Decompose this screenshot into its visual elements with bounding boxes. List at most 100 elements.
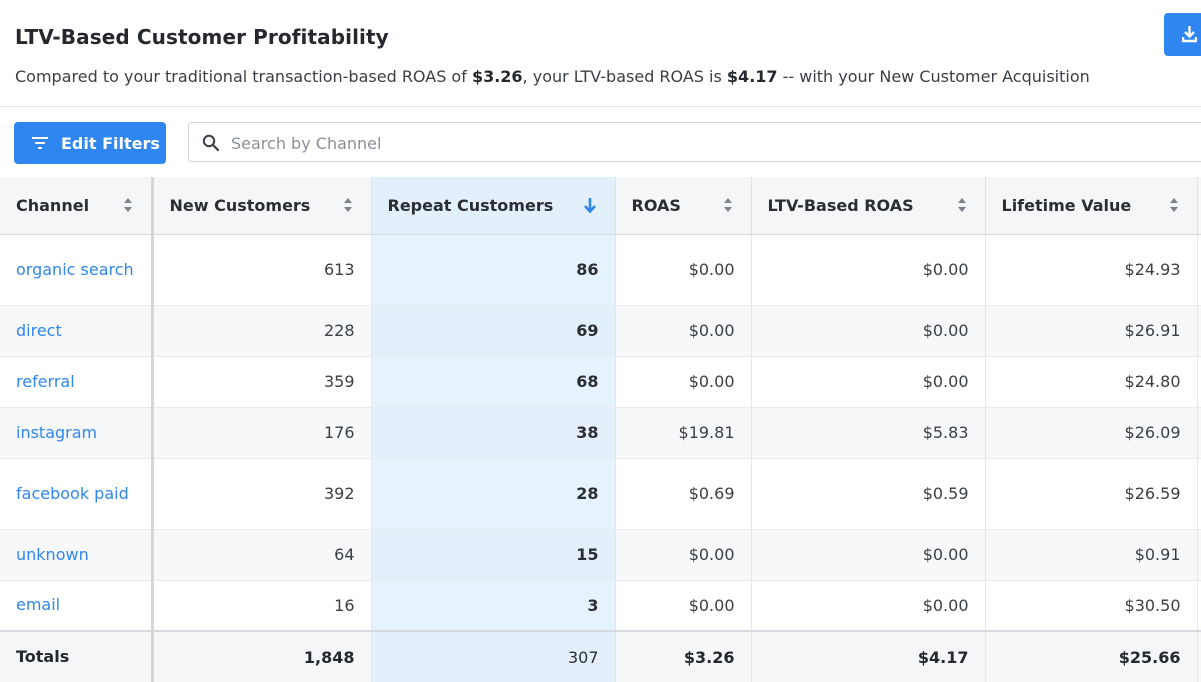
- lifetime-value-cell: $24.80: [985, 356, 1198, 408]
- roas-cell: $0.00: [615, 234, 752, 306]
- roas-cell: $0.69: [615, 458, 752, 530]
- table-row: direct 228 69 $0.00 $0.00 $26.91: [0, 305, 1201, 357]
- repeat-customers-cell: 69: [371, 305, 616, 357]
- channel-link[interactable]: referral: [16, 371, 75, 391]
- transaction-roas-value: $3.26: [471, 67, 523, 86]
- search-icon: [202, 134, 220, 152]
- search-box[interactable]: [188, 122, 1201, 162]
- channel-cell: facebook paid: [0, 458, 154, 530]
- total-repeat-customers: 307: [371, 630, 616, 682]
- ltv-roas-cell: $0.00: [751, 529, 986, 581]
- channel-cell: direct: [0, 305, 154, 357]
- column-header-overflow: [1197, 177, 1201, 235]
- new-customers-cell: 16: [152, 580, 372, 632]
- table-row: instagram 176 38 $19.81 $5.83 $26.09: [0, 407, 1201, 459]
- repeat-customers-cell: 86: [371, 234, 616, 306]
- channel-cell: organic search: [0, 234, 154, 306]
- summary-text-start: Compared to your traditional transaction…: [15, 67, 472, 86]
- total-ltv-roas: $4.17: [751, 630, 986, 682]
- table-row: facebook paid 392 28 $0.69 $0.59 $26.59: [0, 458, 1201, 530]
- table-header-row: Channel New Customers Repeat Customers: [0, 177, 1201, 235]
- roas-summary: Compared to your traditional transaction…: [15, 67, 1090, 86]
- ltv-roas-cell: $0.59: [751, 458, 986, 530]
- sort-icon: [723, 198, 732, 212]
- lifetime-value-cell: $26.59: [985, 458, 1198, 530]
- overflow-cell: [1197, 458, 1201, 530]
- column-header-label: Channel: [16, 195, 90, 215]
- column-header-ltv-roas[interactable]: LTV-Based ROAS: [751, 177, 986, 235]
- total-new-customers: 1,848: [152, 630, 372, 682]
- ltv-roas-cell: $0.00: [751, 580, 986, 632]
- repeat-customers-cell: 15: [371, 529, 616, 581]
- new-customers-cell: 176: [152, 407, 372, 459]
- download-icon: [1182, 26, 1197, 43]
- column-header-label: LTV-Based ROAS: [767, 195, 914, 215]
- sort-icon: [1169, 198, 1178, 212]
- search-input[interactable]: [229, 130, 1133, 156]
- column-header-label: ROAS: [631, 195, 681, 215]
- repeat-customers-cell: 38: [371, 407, 616, 459]
- repeat-customers-cell: 68: [371, 356, 616, 408]
- ltv-roas-cell: $0.00: [751, 305, 986, 357]
- overflow-cell: [1197, 356, 1201, 408]
- table-row: unknown 64 15 $0.00 $0.00 $0.91: [0, 529, 1201, 581]
- channel-link[interactable]: email: [16, 595, 61, 615]
- repeat-customers-cell: 28: [371, 458, 616, 530]
- roas-cell: $0.00: [615, 305, 752, 357]
- column-header-label: Lifetime Value: [1001, 195, 1132, 215]
- ltv-roas-cell: $0.00: [751, 356, 986, 408]
- roas-cell: $0.00: [615, 356, 752, 408]
- channel-cell: unknown: [0, 529, 154, 581]
- channel-link[interactable]: organic search: [16, 259, 134, 279]
- channel-link[interactable]: unknown: [16, 544, 89, 564]
- new-customers-cell: 64: [152, 529, 372, 581]
- sort-icon: [957, 198, 966, 212]
- table-row: referral 359 68 $0.00 $0.00 $24.80: [0, 356, 1201, 408]
- channel-link[interactable]: facebook paid: [16, 483, 129, 503]
- totals-row: Totals 1,848 307 $3.26 $4.17 $25.66: [0, 630, 1201, 682]
- roas-cell: $0.00: [615, 580, 752, 632]
- table-row: organic search 613 86 $0.00 $0.00 $24.93: [0, 234, 1201, 306]
- new-customers-cell: 613: [152, 234, 372, 306]
- overflow-cell: [1197, 630, 1201, 682]
- channel-cell: instagram: [0, 407, 154, 459]
- download-button[interactable]: [1164, 13, 1201, 56]
- lifetime-value-cell: $0.91: [985, 529, 1198, 581]
- channel-link[interactable]: direct: [16, 320, 62, 340]
- lifetime-value-cell: $24.93: [985, 234, 1198, 306]
- column-header-lifetime-value[interactable]: Lifetime Value: [985, 177, 1198, 235]
- header-divider: [0, 106, 1201, 107]
- channel-cell: referral: [0, 356, 154, 408]
- column-header-roas[interactable]: ROAS: [615, 177, 752, 235]
- new-customers-cell: 392: [152, 458, 372, 530]
- channel-link[interactable]: instagram: [16, 422, 98, 442]
- filter-icon: [32, 137, 48, 149]
- column-header-channel[interactable]: Channel: [0, 177, 154, 235]
- edit-filters-label: Edit Filters: [61, 134, 160, 153]
- page-title: LTV-Based Customer Profitability: [15, 25, 389, 49]
- totals-label: Totals: [0, 630, 154, 682]
- channel-table: Channel New Customers Repeat Customers: [0, 177, 1201, 682]
- ltv-roas-cell: $5.83: [751, 407, 986, 459]
- overflow-cell: [1197, 529, 1201, 581]
- total-lifetime-value: $25.66: [985, 630, 1198, 682]
- roas-cell: $0.00: [615, 529, 752, 581]
- column-header-label: New Customers: [169, 195, 311, 215]
- overflow-cell: [1197, 580, 1201, 632]
- channel-cell: email: [0, 580, 154, 632]
- repeat-customers-cell: 3: [371, 580, 616, 632]
- column-header-repeat-customers[interactable]: Repeat Customers: [371, 177, 616, 235]
- table-row: email 16 3 $0.00 $0.00 $30.50: [0, 580, 1201, 632]
- overflow-cell: [1197, 305, 1201, 357]
- new-customers-cell: 228: [152, 305, 372, 357]
- column-header-new-customers[interactable]: New Customers: [152, 177, 372, 235]
- total-roas: $3.26: [615, 630, 752, 682]
- column-header-label: Repeat Customers: [387, 195, 554, 215]
- lifetime-value-cell: $26.91: [985, 305, 1198, 357]
- lifetime-value-cell: $30.50: [985, 580, 1198, 632]
- overflow-cell: [1197, 407, 1201, 459]
- sort-icon: [343, 198, 352, 212]
- ltv-roas-cell: $0.00: [751, 234, 986, 306]
- edit-filters-button[interactable]: Edit Filters: [14, 122, 166, 164]
